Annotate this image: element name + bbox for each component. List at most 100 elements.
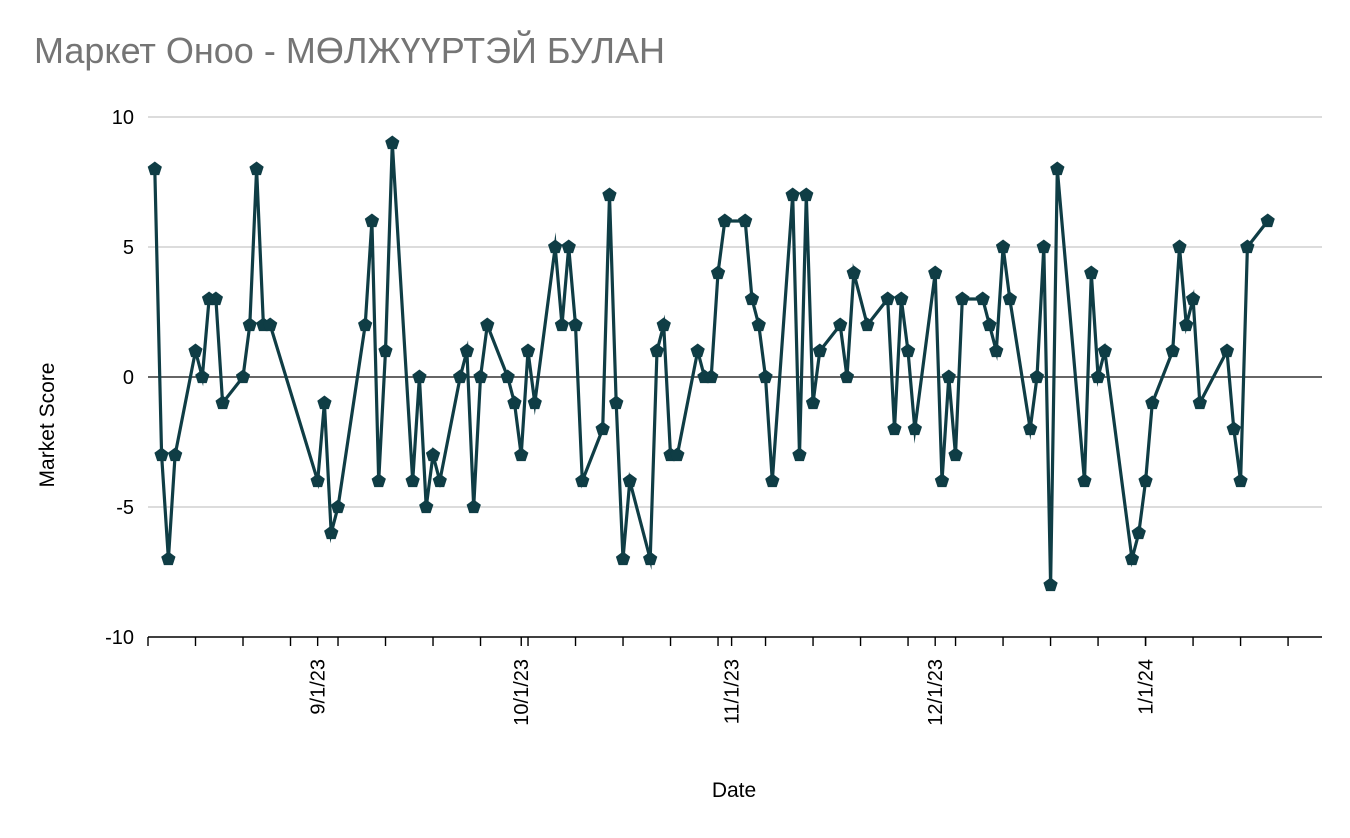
data-point bbox=[412, 369, 427, 384]
data-point bbox=[975, 291, 990, 306]
series-points bbox=[147, 135, 1275, 592]
data-point bbox=[1138, 473, 1153, 488]
data-point bbox=[1090, 369, 1106, 384]
data-point bbox=[799, 187, 814, 202]
data-point bbox=[941, 369, 956, 384]
data-point bbox=[812, 343, 827, 358]
data-point bbox=[928, 265, 943, 280]
data-point bbox=[1145, 395, 1160, 410]
data-point bbox=[656, 317, 671, 332]
data-point bbox=[995, 239, 1011, 254]
data-point bbox=[147, 161, 162, 176]
data-point bbox=[378, 343, 393, 358]
data-point bbox=[575, 473, 590, 488]
data-point bbox=[1192, 395, 1207, 410]
data-point bbox=[453, 369, 468, 384]
y-tick-label: -10 bbox=[105, 627, 134, 649]
data-point bbox=[161, 551, 176, 566]
data-point bbox=[1219, 343, 1235, 358]
data-point bbox=[989, 343, 1004, 358]
y-tick-label: -5 bbox=[116, 497, 134, 519]
data-point bbox=[948, 447, 963, 462]
data-point bbox=[1023, 421, 1038, 436]
data-point bbox=[514, 447, 529, 462]
data-point bbox=[880, 291, 895, 306]
data-point bbox=[744, 291, 760, 306]
data-point bbox=[615, 551, 631, 566]
data-point bbox=[168, 447, 183, 462]
data-point bbox=[907, 421, 922, 436]
data-point bbox=[622, 473, 637, 488]
data-point bbox=[195, 369, 210, 384]
data-point bbox=[765, 473, 780, 488]
data-point bbox=[208, 291, 223, 306]
data-point bbox=[785, 187, 800, 202]
data-point bbox=[188, 343, 203, 358]
data-point bbox=[1124, 551, 1140, 566]
data-point bbox=[1240, 239, 1255, 254]
data-point bbox=[839, 369, 855, 384]
data-point bbox=[649, 343, 665, 358]
x-tick-label: 11/1/23 bbox=[722, 659, 744, 724]
data-point bbox=[1084, 265, 1099, 280]
data-point bbox=[364, 213, 380, 228]
data-point bbox=[900, 343, 916, 358]
data-point bbox=[860, 317, 875, 332]
data-point bbox=[717, 213, 732, 228]
data-point bbox=[242, 317, 257, 332]
data-point bbox=[1185, 291, 1201, 306]
data-point bbox=[1165, 343, 1180, 358]
data-point bbox=[358, 317, 373, 332]
y-tick-label: 0 bbox=[123, 367, 134, 389]
data-point bbox=[263, 317, 278, 332]
data-point bbox=[507, 395, 522, 410]
data-point bbox=[473, 369, 488, 384]
y-axis-title: Market Score bbox=[36, 363, 59, 488]
data-point bbox=[249, 161, 264, 176]
gridlines bbox=[148, 116, 1322, 638]
data-point bbox=[568, 317, 583, 332]
data-point bbox=[459, 343, 475, 358]
data-point bbox=[1131, 525, 1146, 540]
data-point bbox=[480, 317, 495, 332]
data-point bbox=[1226, 421, 1241, 436]
data-point bbox=[738, 213, 753, 228]
data-point bbox=[670, 447, 685, 462]
data-point bbox=[310, 473, 325, 488]
data-point bbox=[792, 447, 807, 462]
x-tick-label: 12/1/23 bbox=[925, 659, 947, 726]
data-point bbox=[751, 317, 766, 332]
data-point bbox=[1043, 577, 1058, 592]
data-point bbox=[805, 395, 821, 410]
data-point bbox=[520, 343, 536, 358]
data-point bbox=[385, 135, 400, 150]
data-point bbox=[643, 551, 658, 566]
data-point bbox=[554, 317, 570, 332]
data-point bbox=[955, 291, 970, 306]
x-tick-label: 1/1/24 bbox=[1136, 659, 1158, 715]
data-point bbox=[1002, 291, 1017, 306]
data-point bbox=[1029, 369, 1045, 384]
data-point bbox=[419, 499, 434, 514]
data-point bbox=[154, 447, 169, 462]
x-axis-title: Date bbox=[712, 779, 756, 802]
data-point bbox=[500, 369, 515, 384]
data-point bbox=[317, 395, 332, 410]
data-point bbox=[1077, 473, 1092, 488]
data-point bbox=[887, 421, 902, 436]
data-point bbox=[1050, 161, 1065, 176]
data-point bbox=[595, 421, 610, 436]
data-point bbox=[846, 265, 861, 280]
data-point bbox=[1233, 473, 1248, 488]
x-tick-label: 10/1/23 bbox=[511, 659, 533, 726]
data-point bbox=[235, 369, 251, 384]
data-point bbox=[1172, 239, 1187, 254]
data-point bbox=[371, 473, 386, 488]
data-point bbox=[527, 395, 542, 410]
data-point bbox=[1036, 239, 1051, 254]
data-point bbox=[548, 239, 563, 254]
data-point bbox=[934, 473, 950, 488]
data-point bbox=[405, 473, 420, 488]
data-point bbox=[330, 499, 346, 514]
